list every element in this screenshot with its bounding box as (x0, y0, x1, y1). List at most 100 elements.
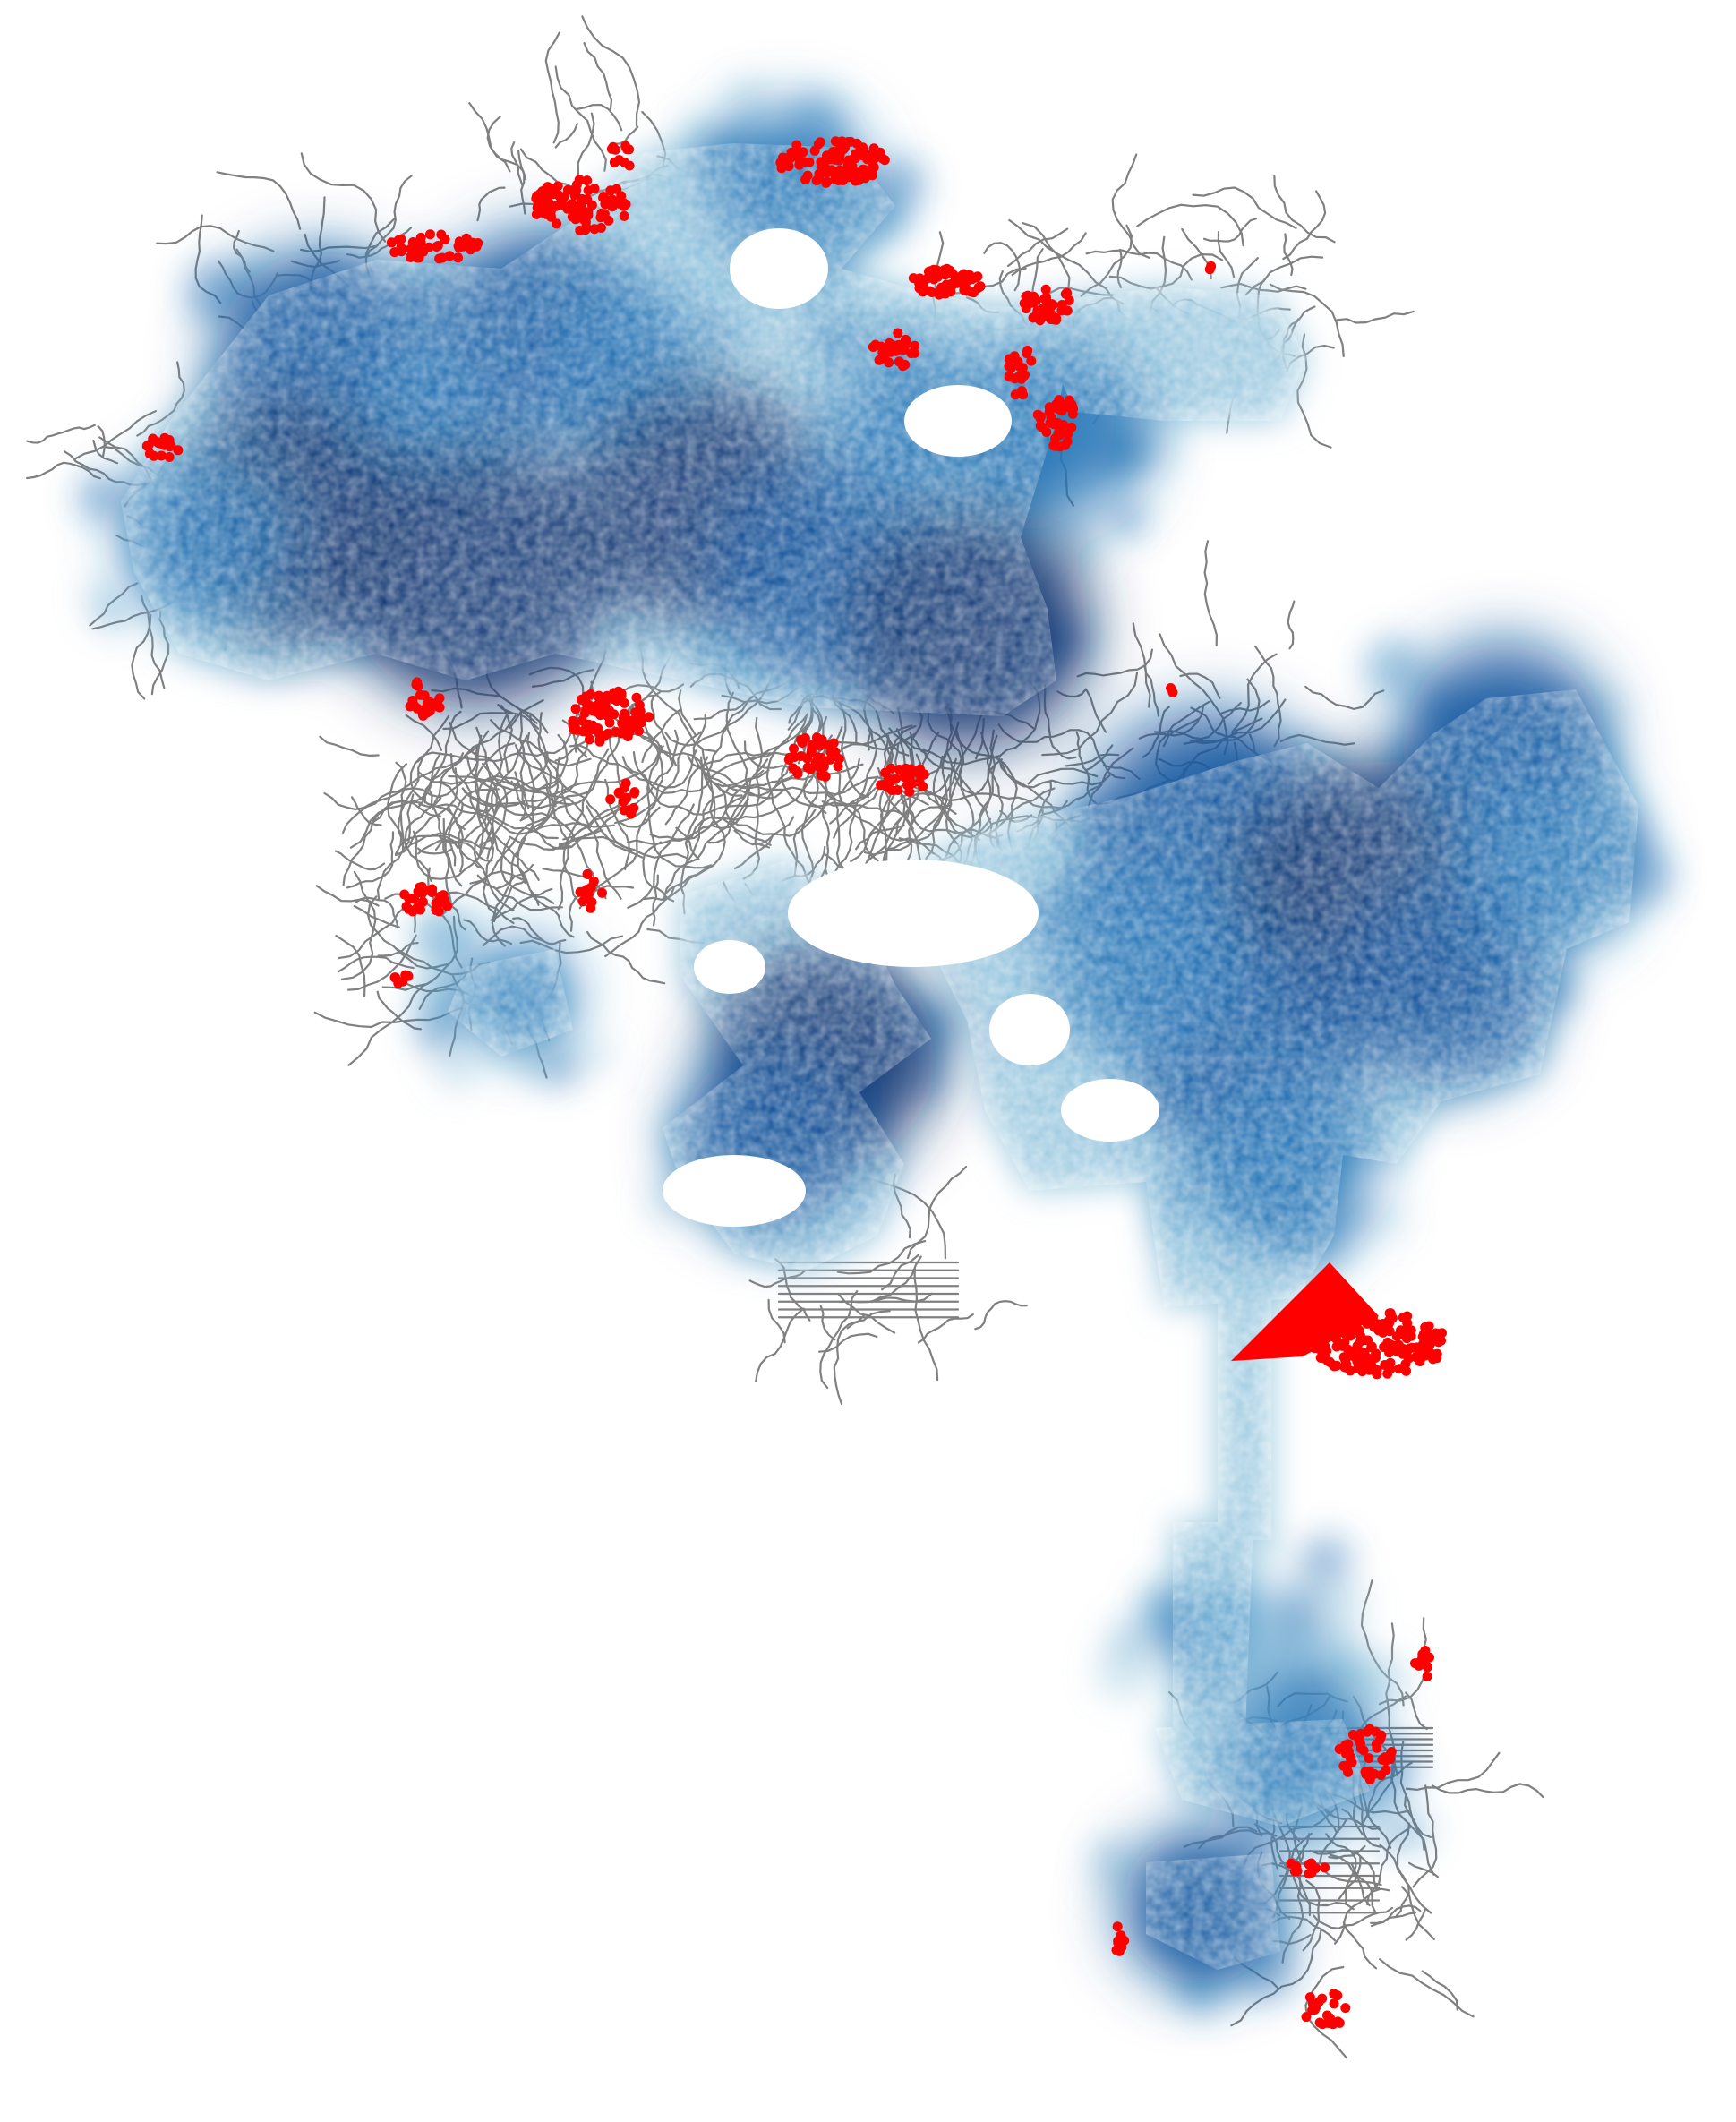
street-segment (1379, 1958, 1475, 2018)
street-segment (1203, 540, 1219, 647)
density-blob (435, 1048, 477, 1090)
street-segment (1192, 186, 1297, 229)
highlighted-point (1374, 1734, 1385, 1745)
street-segment (461, 787, 545, 808)
street-segment (733, 834, 774, 870)
highlighted-point (1055, 441, 1065, 452)
highlighted-point (154, 438, 165, 449)
highlighted-point (553, 190, 564, 201)
highlighted-point (630, 707, 641, 718)
highlighted-point (423, 242, 434, 252)
highlighted-point (783, 755, 794, 765)
highlighted-point (877, 153, 888, 164)
street-segment (150, 609, 170, 696)
highlighted-point (940, 269, 951, 279)
street-segment (692, 713, 791, 797)
highlighted-point (884, 774, 894, 784)
highlighted-point (1317, 1993, 1328, 2004)
highlighted-point (1420, 1322, 1431, 1332)
highlighted-point (1022, 348, 1032, 359)
highlighted-point (851, 138, 862, 149)
highlighted-point (1331, 1341, 1342, 1352)
highlighted-point (1355, 1743, 1366, 1754)
highlighted-point (859, 165, 870, 175)
highlighted-point (629, 787, 640, 798)
highlighted-point (1417, 1331, 1428, 1342)
highlighted-point (617, 728, 628, 739)
street-segment (604, 886, 675, 958)
highlighted-point (1422, 1662, 1432, 1673)
street-segment (1283, 233, 1294, 277)
street-segment (394, 834, 459, 857)
highlighted-point (817, 770, 827, 781)
street-segment (409, 767, 459, 844)
street-segment (517, 711, 536, 885)
highlighted-point (1029, 291, 1039, 302)
highlighted-point (1329, 1998, 1339, 2009)
street-segment (442, 817, 453, 908)
density-blob (93, 595, 127, 629)
highlighted-point (890, 774, 901, 784)
highlighted-point (599, 209, 610, 219)
street-segment (338, 905, 407, 960)
street-segment (449, 722, 592, 829)
highlighted-point (576, 200, 586, 210)
highlighted-point (619, 697, 629, 708)
street-segment (466, 755, 515, 912)
street-segment (512, 917, 567, 945)
density-blob (1353, 1653, 1408, 1708)
highlighted-point (838, 144, 849, 155)
street-segment (1041, 672, 1139, 757)
highlighted-point (408, 894, 419, 904)
highlighted-point (1338, 1352, 1349, 1363)
street-segment (554, 123, 578, 149)
highlighted-point (620, 199, 631, 210)
highlighted-point (914, 278, 925, 288)
street-segment (490, 887, 553, 921)
highlighted-point (1016, 386, 1027, 397)
street-segment (1282, 190, 1327, 261)
highlighted-point (889, 340, 900, 351)
street-segment (1407, 1861, 1439, 1878)
highlighted-point (1040, 284, 1051, 295)
highlighted-point (1417, 1649, 1428, 1659)
street-segment (685, 743, 823, 843)
street-segment (1405, 1751, 1501, 1792)
highlighted-point (583, 210, 594, 220)
street-segment (819, 1305, 836, 1341)
street-segment (755, 1307, 805, 1383)
highlighted-point (1415, 1348, 1425, 1359)
street-segment (136, 361, 185, 437)
highlighted-point (918, 782, 928, 792)
highlighted-point (406, 244, 416, 254)
street-segment (482, 925, 545, 947)
street-segment (894, 734, 998, 834)
street-segment (346, 831, 395, 889)
street-segment (687, 755, 904, 796)
highlighted-point (603, 728, 613, 739)
highlighted-point (616, 689, 627, 699)
highlighted-point (1332, 1990, 1343, 2001)
highlighted-point (1321, 2010, 1332, 2021)
highlighted-point (585, 734, 594, 745)
street-segment (642, 841, 675, 903)
density-blob (538, 1046, 580, 1088)
street-segment (1304, 685, 1385, 711)
highlighted-point (829, 148, 839, 158)
street-segment (995, 756, 1111, 789)
highlighted-point (1371, 1352, 1381, 1363)
street-segment (342, 714, 517, 834)
street-segment (376, 990, 423, 1031)
street-segment (792, 808, 817, 877)
highlighted-point (440, 234, 450, 244)
highlighted-point (571, 179, 582, 190)
street-segment (509, 699, 544, 729)
highlighted-point (1424, 1339, 1435, 1350)
highlighted-point (1410, 1658, 1420, 1669)
highlighted-point (1364, 1724, 1375, 1734)
highlighted-point (781, 153, 791, 164)
street-segment (997, 723, 1125, 780)
highlighted-point (893, 785, 903, 795)
street-segment (1351, 1863, 1377, 1914)
street-segment (680, 756, 704, 915)
